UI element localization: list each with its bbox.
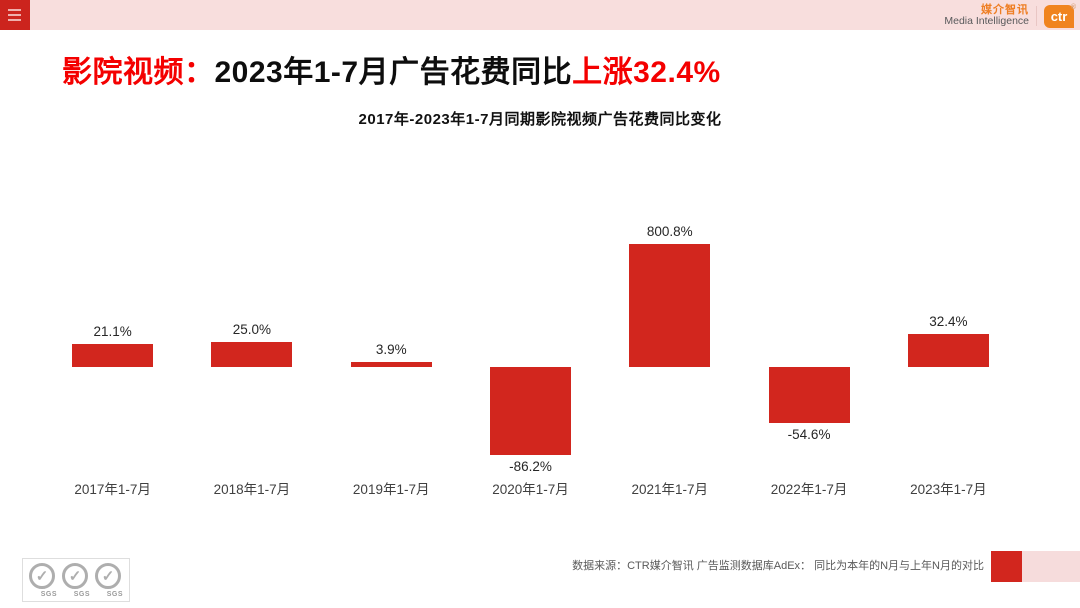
check-circle-icon: ✓	[29, 563, 55, 589]
bar-value-label: 21.1%	[93, 324, 132, 339]
chart-title: 2017年-2023年1-7月同期影院视频广告花费同比变化	[358, 111, 722, 128]
registered-trademark-icon: ®	[1070, 3, 1076, 11]
x-axis-label: 2017年1-7月	[74, 482, 151, 497]
title-highlight-prefix: 影院视频：	[62, 56, 215, 89]
x-axis-label: 2021年1-7月	[631, 482, 709, 497]
bar-value-label: 3.9%	[375, 342, 407, 357]
footer-pink-block	[1022, 551, 1080, 582]
check-circle-icon: ✓	[95, 563, 121, 589]
x-axis-label: 2019年1-7月	[352, 482, 430, 497]
ctr-logo: ctr ®	[1044, 3, 1076, 28]
bar-value-label: 32.4%	[929, 314, 968, 329]
brand-name-cn: 媒介智讯	[981, 3, 1029, 16]
brand-divider	[1036, 6, 1037, 26]
x-axis-label: 2023年1-7月	[910, 482, 987, 497]
brand-name-en: Media Intelligence	[944, 15, 1029, 28]
title-body: 2023年1-7月广告花费同比	[214, 56, 573, 89]
bar	[72, 344, 154, 367]
sgs-logo: ✓ SGS	[29, 562, 57, 598]
bar-value-label: -54.6%	[787, 427, 831, 442]
sgs-logo: ✓ SGS	[62, 562, 90, 598]
bar-value-label: 25.0%	[232, 322, 272, 337]
brand-logo: 媒介智讯 Media Intelligence ctr ®	[944, 3, 1076, 29]
bar-chart: 21.1% 2017年1-7月 25.0% 2018年1-7月 3.9% 2019年1-7…	[43, 140, 1018, 510]
x-axis-label: 2022年1-7月	[770, 482, 848, 497]
sgs-certification-logos: ✓ SGS ✓ SGS ✓ SGS	[22, 558, 130, 602]
bar	[490, 367, 571, 455]
bar	[211, 342, 293, 367]
bar	[629, 244, 711, 367]
bar	[350, 362, 432, 367]
bar	[907, 334, 989, 367]
bar	[768, 367, 850, 423]
sgs-logo: ✓ SGS	[95, 562, 123, 598]
data-source-note: 数据来源：CTR媒介智讯 广告监测数据库AdEx： 同比为本年的N月与上年N月的…	[572, 560, 984, 572]
menu-button[interactable]	[0, 0, 30, 30]
check-circle-icon: ✓	[62, 563, 88, 589]
page-title: 影院视频：2023年1-7月广告花费同比上涨32.4%	[62, 47, 721, 91]
footer-red-block	[991, 551, 1022, 582]
title-highlight-suffix: 上涨32.4%	[572, 56, 721, 89]
header-band	[0, 0, 1080, 30]
bar-value-label: 800.8%	[646, 224, 693, 239]
hamburger-icon	[8, 9, 21, 11]
bar-value-label: -86.2%	[509, 459, 552, 474]
x-axis-label: 2020年1-7月	[492, 482, 569, 497]
x-axis-label: 2018年1-7月	[213, 482, 291, 497]
